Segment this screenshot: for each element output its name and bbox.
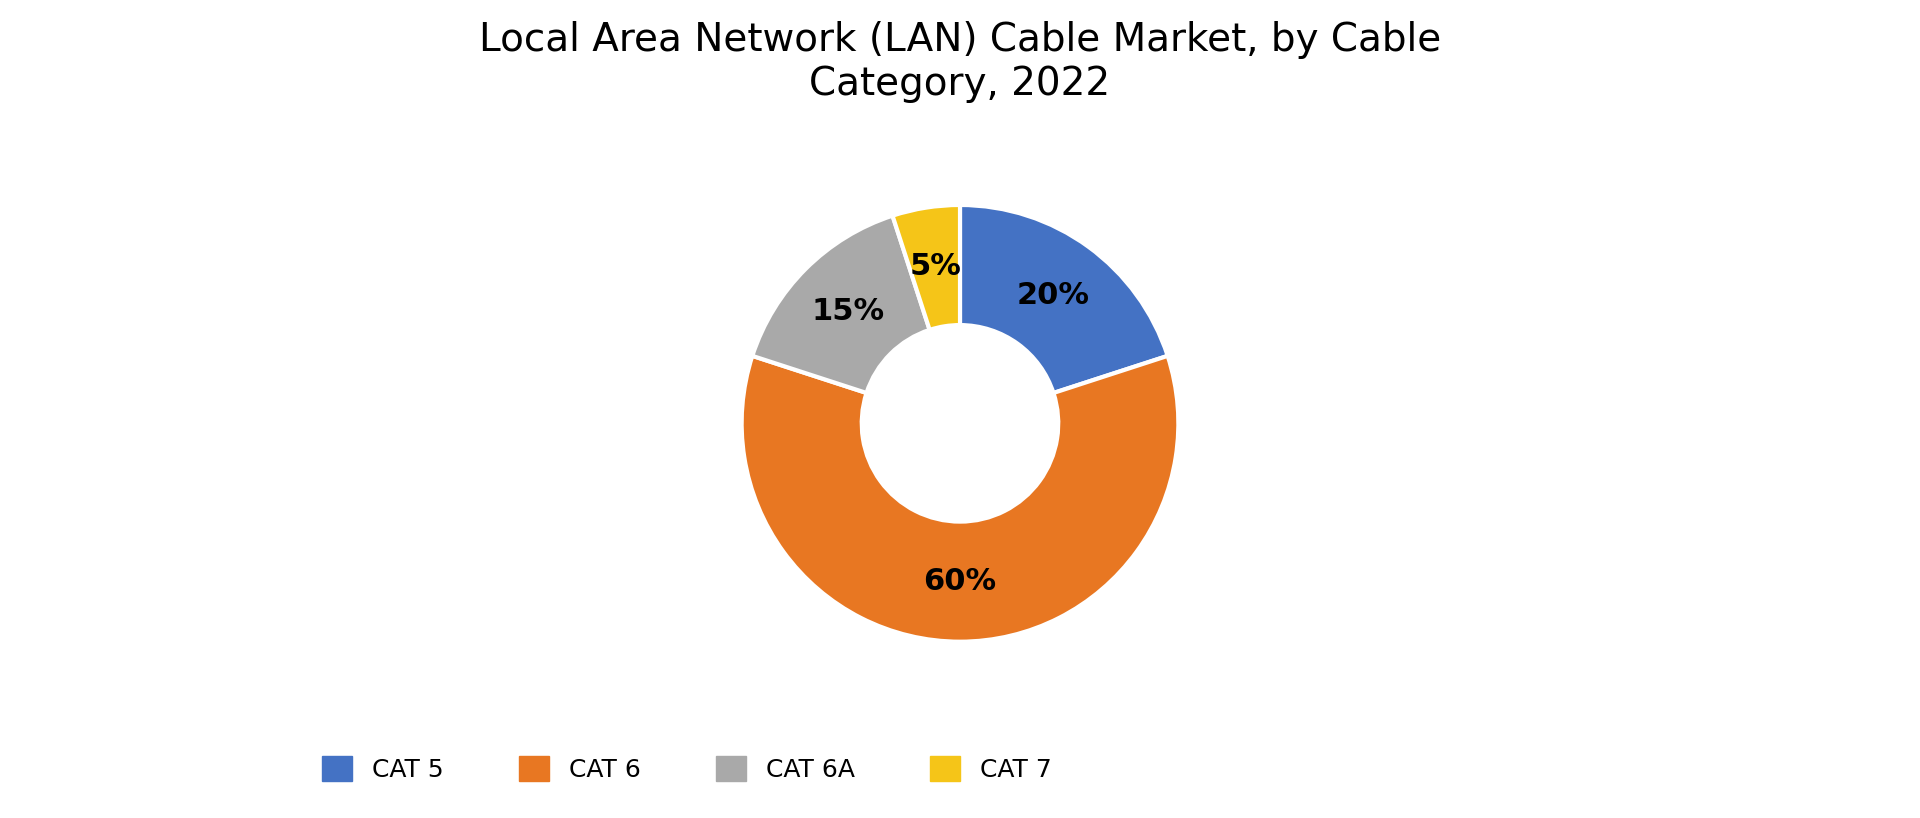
Text: 15%: 15% [812,297,885,326]
Wedge shape [893,205,960,330]
Text: 20%: 20% [1016,281,1089,310]
Wedge shape [960,205,1167,393]
Legend: CAT 5, CAT 6, CAT 6A, CAT 7: CAT 5, CAT 6, CAT 6A, CAT 7 [323,756,1052,782]
Title: Local Area Network (LAN) Cable Market, by Cable
Category, 2022: Local Area Network (LAN) Cable Market, b… [478,20,1442,103]
Text: 5%: 5% [910,253,962,281]
Wedge shape [741,356,1179,641]
Text: 60%: 60% [924,567,996,596]
Wedge shape [753,216,929,393]
